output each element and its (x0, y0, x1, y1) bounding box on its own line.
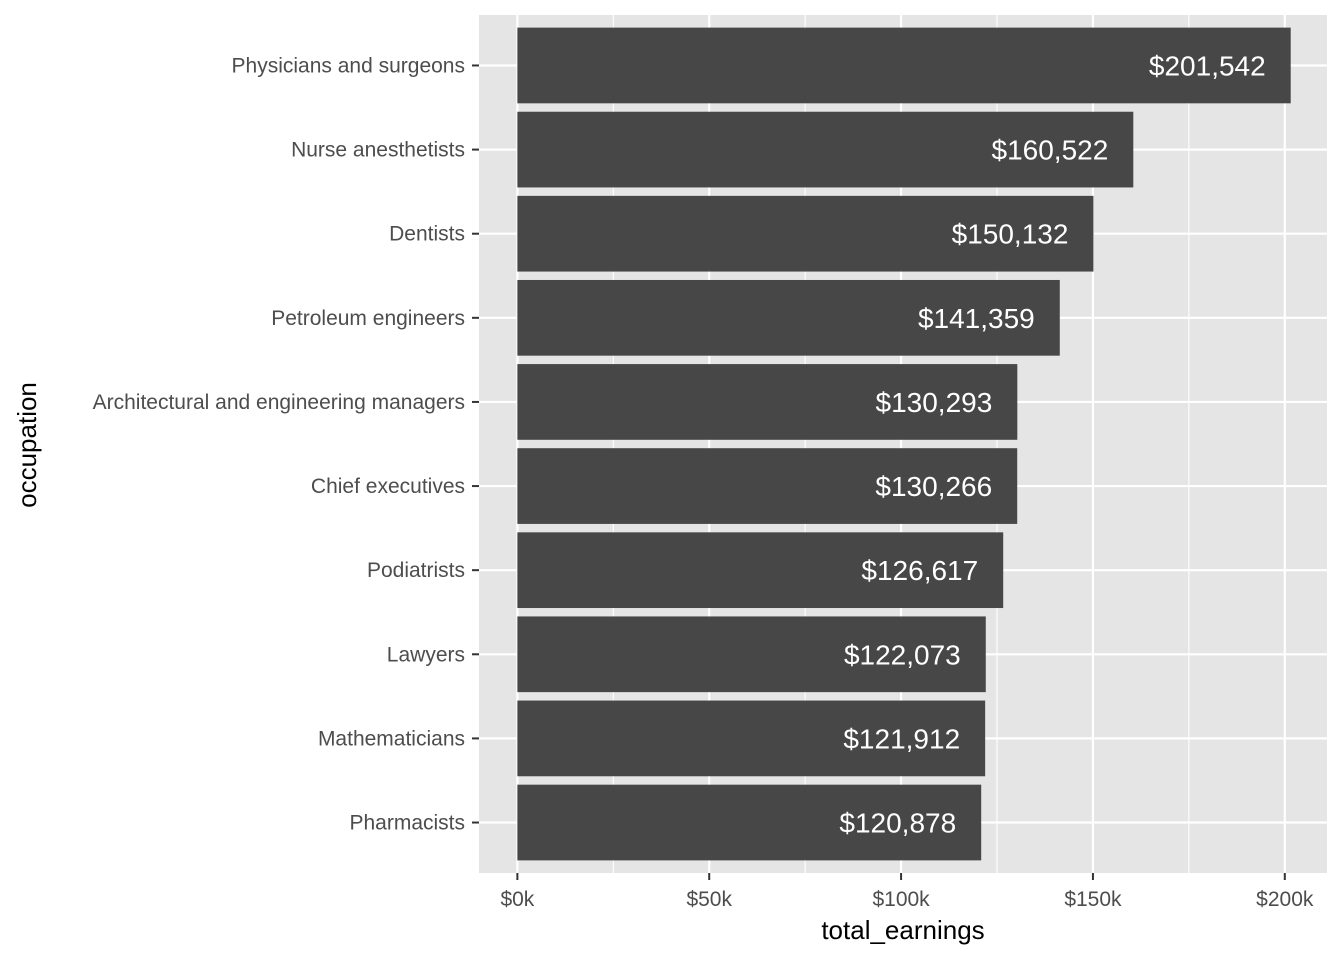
y-axis: Physicians and surgeons Nurse anesthetist… (93, 54, 479, 835)
y-tick-label: Physicians and surgeons (232, 54, 465, 77)
y-tick-label: Pharmacists (349, 812, 465, 835)
bar-value-label: $130,293 (876, 387, 993, 418)
x-axis: $0k $50k $100k $150k $200k (500, 873, 1314, 911)
bar (517, 27, 1291, 104)
bar (517, 784, 982, 861)
y-tick-label: Lawyers (387, 643, 465, 666)
bar (517, 532, 1004, 609)
y-tick-label: Podiatrists (367, 559, 465, 582)
x-tick-label: $0k (500, 888, 534, 911)
bar-value-label: $122,073 (844, 639, 961, 670)
bar-value-label: $150,132 (952, 219, 1069, 250)
x-axis-title: total_earnings (821, 915, 984, 945)
bar-value-label: $141,359 (918, 303, 1035, 334)
bar (517, 700, 986, 777)
bar (517, 364, 1018, 440)
y-axis-title: occupation (12, 382, 42, 508)
bar-value-label: $120,878 (839, 808, 956, 839)
bars (517, 27, 1291, 861)
y-tick-label: Dentists (389, 223, 465, 246)
bar (517, 111, 1134, 188)
y-tick-label: Petroleum engineers (271, 307, 465, 330)
y-tick-label: Architectural and engineering managers (93, 391, 465, 414)
bar-value-label: $126,617 (861, 555, 978, 586)
x-tick-label: $200k (1256, 888, 1314, 911)
x-tick-label: $150k (1064, 888, 1122, 911)
y-tick-label: Nurse anesthetists (291, 139, 465, 162)
bar (517, 616, 986, 693)
bar-value-labels: $201,542 $160,522 $150,132 $141,359 $130,293… (839, 50, 1265, 838)
bar-value-label: $160,522 (992, 135, 1109, 166)
bar-value-label: $121,912 (843, 723, 960, 754)
bar-value-label: $130,266 (875, 471, 992, 502)
y-tick-label: Chief executives (311, 475, 465, 498)
bar (517, 279, 1060, 356)
x-tick-label: $100k (872, 888, 930, 911)
x-tick-label: $50k (686, 888, 732, 911)
bar (517, 448, 1018, 524)
bar-value-label: $201,542 (1149, 50, 1266, 81)
y-tick-label: Mathematicians (318, 727, 465, 750)
bar (517, 195, 1094, 272)
